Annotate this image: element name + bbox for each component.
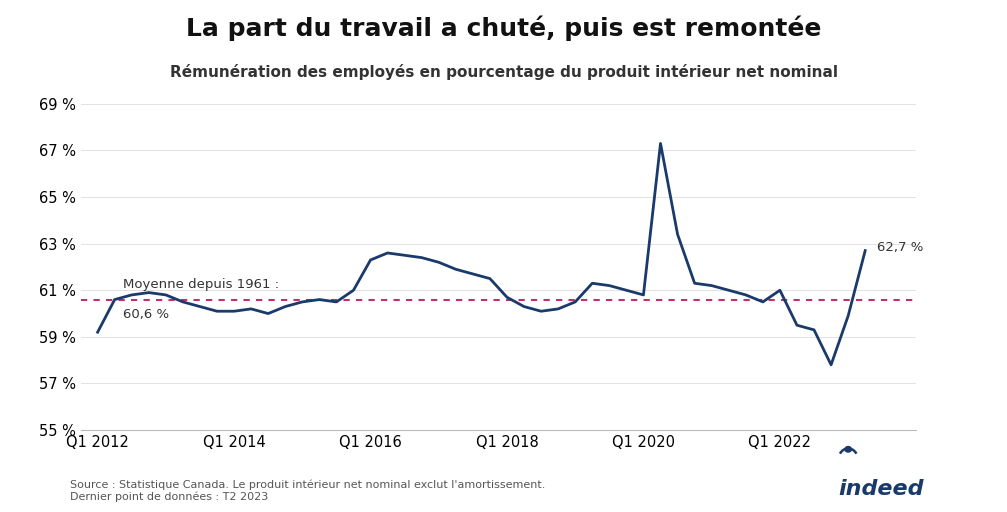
- Text: Source : Statistique Canada. Le produit intérieur net nominal exclut l'amortisse: Source : Statistique Canada. Le produit …: [70, 479, 546, 502]
- Text: indeed: indeed: [838, 479, 923, 499]
- Text: La part du travail a chuté, puis est remontée: La part du travail a chuté, puis est rem…: [186, 15, 821, 41]
- Circle shape: [845, 446, 852, 452]
- Text: Moyenne depuis 1961 :: Moyenne depuis 1961 :: [123, 279, 279, 291]
- Text: Rémunération des employés en pourcentage du produit intérieur net nominal: Rémunération des employés en pourcentage…: [169, 64, 838, 80]
- Text: 60,6 %: 60,6 %: [123, 308, 169, 321]
- Text: 62,7 %: 62,7 %: [877, 241, 923, 253]
